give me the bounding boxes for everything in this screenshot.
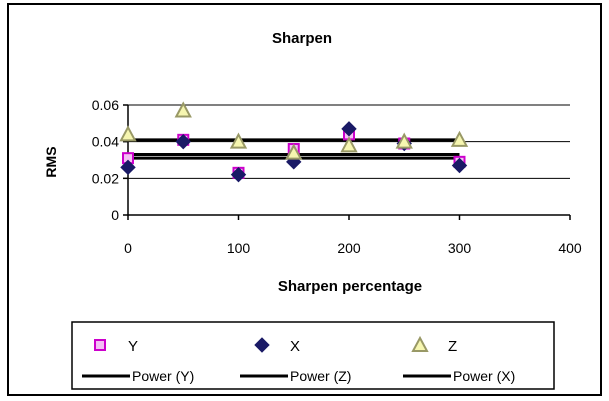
- y-tick-label: 0: [111, 207, 119, 223]
- y-tick-label: 0.06: [92, 97, 119, 113]
- data-point-x: [120, 159, 136, 176]
- data-point-z: [229, 132, 248, 149]
- x-tick-label: 100: [227, 240, 251, 256]
- legend-marker-x: [254, 337, 270, 353]
- legend-label: Y: [128, 338, 138, 355]
- legend-label: Power (Z): [290, 368, 351, 384]
- data-point-z: [395, 132, 413, 149]
- data-point-z: [119, 125, 137, 142]
- data-point-x: [451, 157, 468, 174]
- x-tick-label: 200: [337, 240, 361, 256]
- x-tick-label: 400: [558, 240, 582, 256]
- plot-area: 0 0.02 0.04 0.06 0 100 200 300 400: [92, 97, 582, 256]
- data-point-z: [340, 136, 358, 153]
- legend-label: X: [290, 338, 300, 355]
- data-point-x: [175, 133, 191, 150]
- data-point-z: [174, 101, 192, 118]
- legend-label: Z: [448, 338, 457, 355]
- legend-box: [71, 321, 555, 390]
- y-axis-label: RMS: [43, 146, 59, 177]
- data-point-z: [450, 130, 469, 147]
- y-tick-label: 0.04: [92, 134, 119, 150]
- data-point-z: [285, 143, 303, 160]
- y-tick-label: 0.02: [92, 170, 119, 186]
- x-axis-label: Sharpen percentage: [278, 278, 422, 295]
- legend: Y X Z Power (Y) Power (Z) Power (X): [71, 321, 555, 390]
- legend-label: Power (X): [453, 368, 515, 384]
- legend-marker-z: [411, 335, 429, 352]
- data-point-x: [230, 166, 247, 183]
- legend-label: Power (Y): [132, 368, 194, 384]
- chart-title: Sharpen: [272, 30, 332, 47]
- x-tick-label: 300: [448, 240, 472, 256]
- data-point-x: [341, 121, 357, 137]
- x-tick-label: 0: [124, 240, 132, 256]
- legend-marker-y: [94, 339, 106, 351]
- chart-border: [7, 3, 602, 396]
